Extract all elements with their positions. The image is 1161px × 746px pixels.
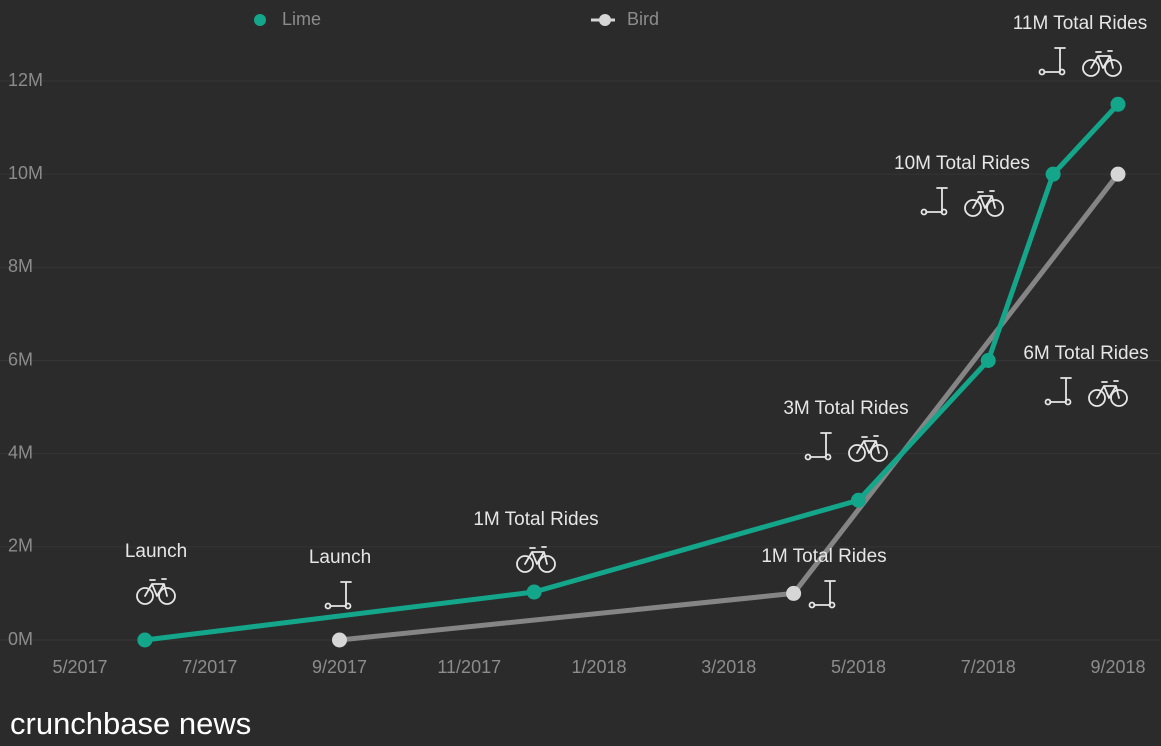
annotation: Launch <box>125 541 187 562</box>
y-tick-label: 2M <box>8 536 33 556</box>
x-tick-label: 3/2018 <box>701 657 756 677</box>
bike-icon <box>964 190 1004 217</box>
scooter-icon <box>1038 47 1066 76</box>
bike-icon <box>136 578 176 605</box>
y-tick-label: 12M <box>8 70 43 90</box>
scooter-icon <box>808 580 836 609</box>
data-point <box>980 353 996 368</box>
data-point <box>1110 96 1126 112</box>
bike-icon <box>1088 380 1128 407</box>
annotation: 1M Total Rides <box>761 546 886 567</box>
scooter-icon <box>920 187 948 216</box>
scooter-icon <box>804 432 832 461</box>
x-tick-label: 9/2018 <box>1090 657 1145 677</box>
annotation: 1M Total Rides <box>473 509 598 530</box>
annotation: 6M Total Rides <box>1023 343 1148 364</box>
data-point <box>851 492 866 508</box>
data-point <box>1110 166 1126 182</box>
data-point <box>137 632 153 648</box>
scooter-icon <box>1044 377 1072 406</box>
x-tick-label: 5/2017 <box>52 657 107 677</box>
x-tick-label: 7/2018 <box>961 657 1016 677</box>
y-tick-label: 6M <box>8 349 33 369</box>
y-tick-label: 0M <box>8 629 33 649</box>
data-point <box>526 584 542 600</box>
legend-label: Bird <box>627 9 659 29</box>
bike-icon <box>516 546 556 573</box>
data-point <box>332 632 347 648</box>
bike-icon <box>848 435 888 462</box>
y-tick-label: 8M <box>8 256 33 276</box>
y-tick-label: 4M <box>8 442 33 462</box>
annotation: 10M Total Rides <box>894 153 1030 174</box>
annotation: 3M Total Rides <box>783 398 908 419</box>
x-tick-label: 11/2017 <box>437 657 501 677</box>
annotation: Launch <box>309 547 371 568</box>
data-point <box>786 585 802 601</box>
y-tick-label: 10M <box>8 163 43 183</box>
annotation: 11M Total Rides <box>1013 13 1147 34</box>
x-tick-label: 5/2018 <box>831 657 886 677</box>
bike-icon <box>1082 50 1122 77</box>
legend-swatch <box>254 14 266 26</box>
x-tick-label: 7/2017 <box>182 657 237 677</box>
series-line <box>144 102 1120 643</box>
footer-logo: crunchbase news <box>10 706 251 741</box>
legend-label: Lime <box>282 9 321 29</box>
data-point <box>1045 166 1061 182</box>
series-line <box>339 172 1120 643</box>
x-tick-label: 9/2017 <box>312 657 367 677</box>
scooter-icon <box>324 581 352 610</box>
x-tick-label: 1/2018 <box>571 657 626 677</box>
legend-swatch <box>599 14 611 26</box>
